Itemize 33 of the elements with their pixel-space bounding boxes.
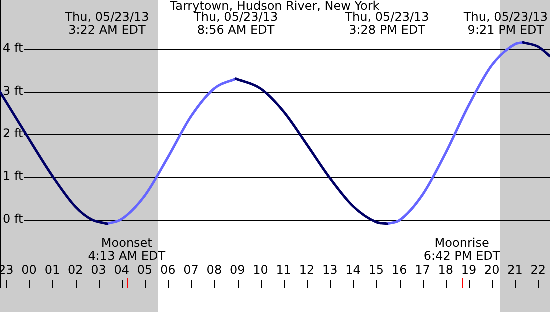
x-tick-label: 00 <box>22 263 37 278</box>
x-tick-label: 03 <box>91 263 106 278</box>
x-tick-label: 06 <box>160 263 176 278</box>
y-tick-label: 0 ft <box>3 212 24 226</box>
ref-line-label: Moonrise 6:42 PM EDT <box>424 236 501 264</box>
x-tick-label: 02 <box>68 263 84 278</box>
annotation: Thu, 05/23/13 3:22 AM EDT <box>64 10 150 38</box>
x-tick-label: 12 <box>299 263 315 278</box>
x-tick-label: 22 <box>530 263 546 278</box>
annotation: Thu, 05/23/13 9:21 PM EDT <box>462 10 548 38</box>
x-tick-label: 15 <box>368 263 384 278</box>
x-tick-label: 16 <box>392 263 408 278</box>
x-tick-label: 05 <box>137 263 153 278</box>
x-tick-label: 09 <box>230 263 246 278</box>
x-tick-label: 01 <box>44 263 60 278</box>
y-tick-label: 4 ft <box>3 41 24 56</box>
y-tick-label: 2 ft <box>3 126 24 141</box>
x-tick-label: 19 <box>461 263 477 278</box>
x-tick-label: 17 <box>415 263 430 278</box>
y-tick-label: 1 ft <box>3 169 24 184</box>
x-tick-label: 13 <box>322 263 338 278</box>
x-tick-label: 08 <box>206 263 222 278</box>
y-tick-label: 3 ft <box>3 84 24 98</box>
x-tick-label: 14 <box>346 263 361 278</box>
annotation: Thu, 05/23/13 3:28 PM EDT <box>344 10 430 38</box>
ref-line-label: Moonset 4:13 AM EDT <box>88 236 166 264</box>
x-tick-label: 10 <box>253 263 268 278</box>
x-tick-label: 20 <box>484 263 500 278</box>
x-tick-label: 11 <box>276 263 292 278</box>
x-tick-label: 21 <box>508 263 523 278</box>
x-tick-label: 18 <box>438 263 454 278</box>
x-tick-label: 07 <box>184 263 199 278</box>
x-tick-label: 04 <box>114 263 130 278</box>
